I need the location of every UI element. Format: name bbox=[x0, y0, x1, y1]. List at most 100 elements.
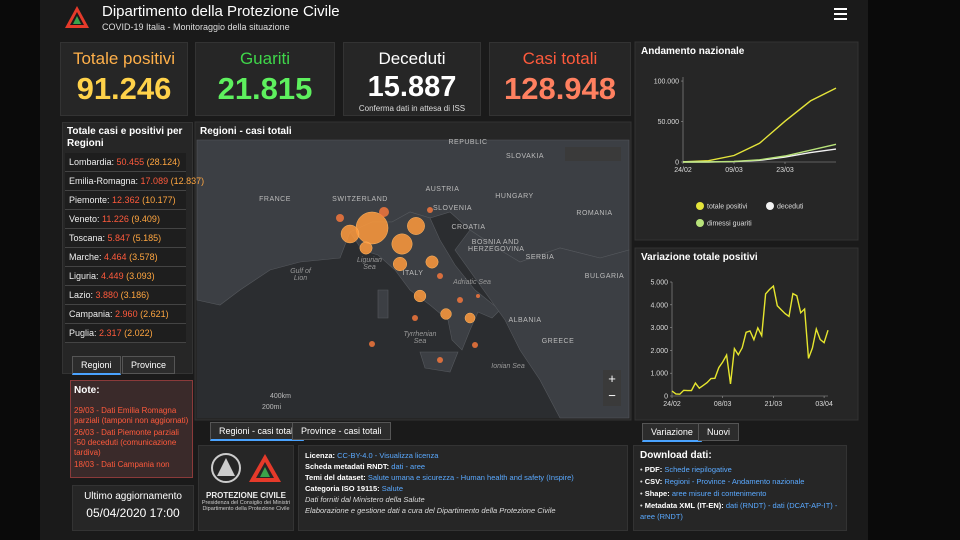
info-label: Temi del dataset: bbox=[305, 473, 366, 482]
region-total: 5.847 bbox=[107, 233, 131, 243]
province-bubble bbox=[336, 214, 344, 222]
case-bubble bbox=[440, 308, 452, 320]
download-link[interactable]: dati (RNDT) - dati (DCAT-AP-IT) - aree (… bbox=[640, 501, 838, 521]
map-label: AUSTRIA bbox=[425, 186, 460, 193]
info-line: Dati forniti dal Ministero della Salute bbox=[305, 494, 621, 505]
tab[interactable]: Regioni - casi totali bbox=[210, 422, 305, 441]
download-link[interactable]: Schede riepilogative bbox=[664, 465, 732, 474]
region-total: 2.317 bbox=[99, 328, 122, 338]
province-bubble bbox=[457, 297, 463, 303]
tab[interactable]: Nuovi bbox=[698, 423, 740, 441]
kpi-card: Guariti 21.815 bbox=[195, 42, 335, 116]
region-positive: (2.621) bbox=[140, 309, 169, 319]
menu-button[interactable] bbox=[834, 8, 847, 20]
tab[interactable]: Variazione bbox=[642, 423, 702, 442]
tab[interactable]: Province bbox=[122, 356, 176, 374]
x-tick-label: 23/03 bbox=[776, 167, 794, 174]
kpi-card: Casi totali 128.948 bbox=[489, 42, 631, 116]
download-list: • PDF: Schede riepilogative • CSV: Region… bbox=[640, 464, 840, 522]
info-text[interactable]: CC-BY-4.0 - Visualizza licenza bbox=[337, 451, 439, 460]
header-title: Dipartimento della Protezione Civile bbox=[102, 3, 340, 20]
download-label: Shape: bbox=[644, 489, 670, 498]
map-label: REPUBLIC bbox=[448, 139, 488, 146]
kpi-label: Guariti bbox=[239, 49, 291, 68]
y-tick-label: 4.000 bbox=[650, 302, 668, 309]
region-row: Lombardia: 50.455 (28.124) bbox=[65, 153, 186, 172]
case-bubble bbox=[392, 256, 408, 272]
region-name: Piemonte: bbox=[69, 195, 110, 205]
region-positive: (12.837) bbox=[170, 176, 205, 186]
y-tick-label: 3.000 bbox=[650, 325, 668, 332]
chart-title: Variazione totale positivi bbox=[641, 252, 758, 263]
map-label: BULGARIA bbox=[584, 273, 625, 280]
logo-panel: PROTEZIONE CIVILE Presidenza del Consigl… bbox=[198, 445, 294, 531]
info-text[interactable]: Salute umana e sicurezza - Human health … bbox=[367, 473, 574, 482]
case-bubble bbox=[359, 241, 373, 255]
update-label: Ultimo aggiornamento bbox=[84, 491, 182, 502]
info-line: Categoria ISO 19115: Salute bbox=[305, 483, 621, 494]
region-name: Liguria: bbox=[69, 271, 99, 281]
note-item: 29/03 - Dati Emilia Romagna parziali (ta… bbox=[74, 406, 189, 425]
map-label: FRANCE bbox=[259, 196, 291, 203]
province-bubble bbox=[472, 342, 478, 348]
y-tick-label: 0 bbox=[675, 160, 679, 167]
map-label: SERBIA bbox=[525, 254, 555, 261]
case-bubble bbox=[425, 255, 439, 269]
map-label: SLOVAKIA bbox=[505, 153, 545, 160]
map-label: Ionian Sea bbox=[491, 363, 525, 370]
note-item: 18/03 - Dati Campania non bbox=[74, 460, 170, 469]
land bbox=[377, 289, 389, 319]
y-tick-label: 5.000 bbox=[650, 280, 668, 287]
legend-swatch bbox=[696, 202, 704, 210]
legend-label: totale positivi bbox=[707, 204, 748, 211]
tab[interactable]: Province - casi totali bbox=[292, 422, 391, 440]
land bbox=[454, 229, 630, 419]
note-item: 26/03 - Dati Piemonte parziali -50 deced… bbox=[74, 428, 179, 457]
data-line bbox=[682, 143, 837, 163]
kpi-value: 91.246 bbox=[76, 71, 172, 106]
kpi-label: Deceduti bbox=[378, 49, 446, 68]
info-text[interactable]: dati - aree bbox=[391, 462, 426, 471]
legend-label: dimessi guariti bbox=[707, 221, 752, 228]
region-row: Marche: 4.464 (3.578) bbox=[65, 248, 186, 267]
case-bubble bbox=[407, 217, 425, 235]
region-name: Veneto: bbox=[69, 214, 100, 224]
kpi-card: Deceduti 15.887 Conferma dati in attesa … bbox=[343, 42, 481, 116]
map-label: Adriatic Sea bbox=[453, 279, 491, 286]
province-bubble bbox=[427, 207, 433, 213]
info-text[interactable]: Salute bbox=[381, 484, 403, 493]
download-link[interactable]: aree misure di contenimento bbox=[671, 489, 767, 498]
region-positive: (3.093) bbox=[126, 271, 155, 281]
region-positive: (5.185) bbox=[132, 233, 162, 243]
download-link[interactable]: Regioni - Province - Andamento nazionale bbox=[664, 477, 805, 486]
scale-mi: 200mi bbox=[262, 404, 282, 411]
notes-list: 29/03 - Dati Emilia Romagna parziali (ta… bbox=[71, 406, 192, 470]
region-total: 4.464 bbox=[104, 252, 127, 262]
map-toolbar[interactable] bbox=[565, 147, 621, 161]
info-line: Elaborazione e gestione dati a cura del … bbox=[305, 505, 621, 516]
map-label: HUNGARY bbox=[495, 193, 534, 200]
kpi-value: 128.948 bbox=[503, 71, 617, 106]
logo-name: PROTEZIONE CIVILE bbox=[205, 491, 286, 500]
chart-panel bbox=[634, 247, 859, 421]
case-bubble bbox=[340, 224, 360, 244]
chart-panel bbox=[634, 41, 859, 241]
zoom-controls[interactable]: + − bbox=[603, 370, 621, 406]
region-row: Veneto: 11.226 (9.409) bbox=[65, 210, 186, 229]
map-label: ALBANIA bbox=[508, 317, 542, 324]
logo-icon bbox=[64, 4, 90, 30]
download-item: • Metadata XML (IT-EN): dati (RNDT) - da… bbox=[640, 501, 838, 521]
region-positive: (3.578) bbox=[129, 252, 158, 262]
land bbox=[349, 211, 501, 351]
map-label: GREECE bbox=[541, 338, 575, 345]
download-label: PDF: bbox=[644, 465, 663, 474]
tab[interactable]: Regioni bbox=[72, 356, 121, 375]
legend-label: deceduti bbox=[777, 204, 804, 211]
map-label: Ligurian Sea bbox=[357, 257, 382, 271]
info-label: Categoria ISO 19115: bbox=[305, 484, 380, 493]
data-line bbox=[671, 284, 829, 395]
scale-km: 400km bbox=[270, 393, 292, 400]
province-bubble bbox=[369, 341, 375, 347]
info-label: Scheda metadati RNDT: bbox=[305, 462, 390, 471]
map-label: Gulf of Lion bbox=[290, 268, 311, 282]
